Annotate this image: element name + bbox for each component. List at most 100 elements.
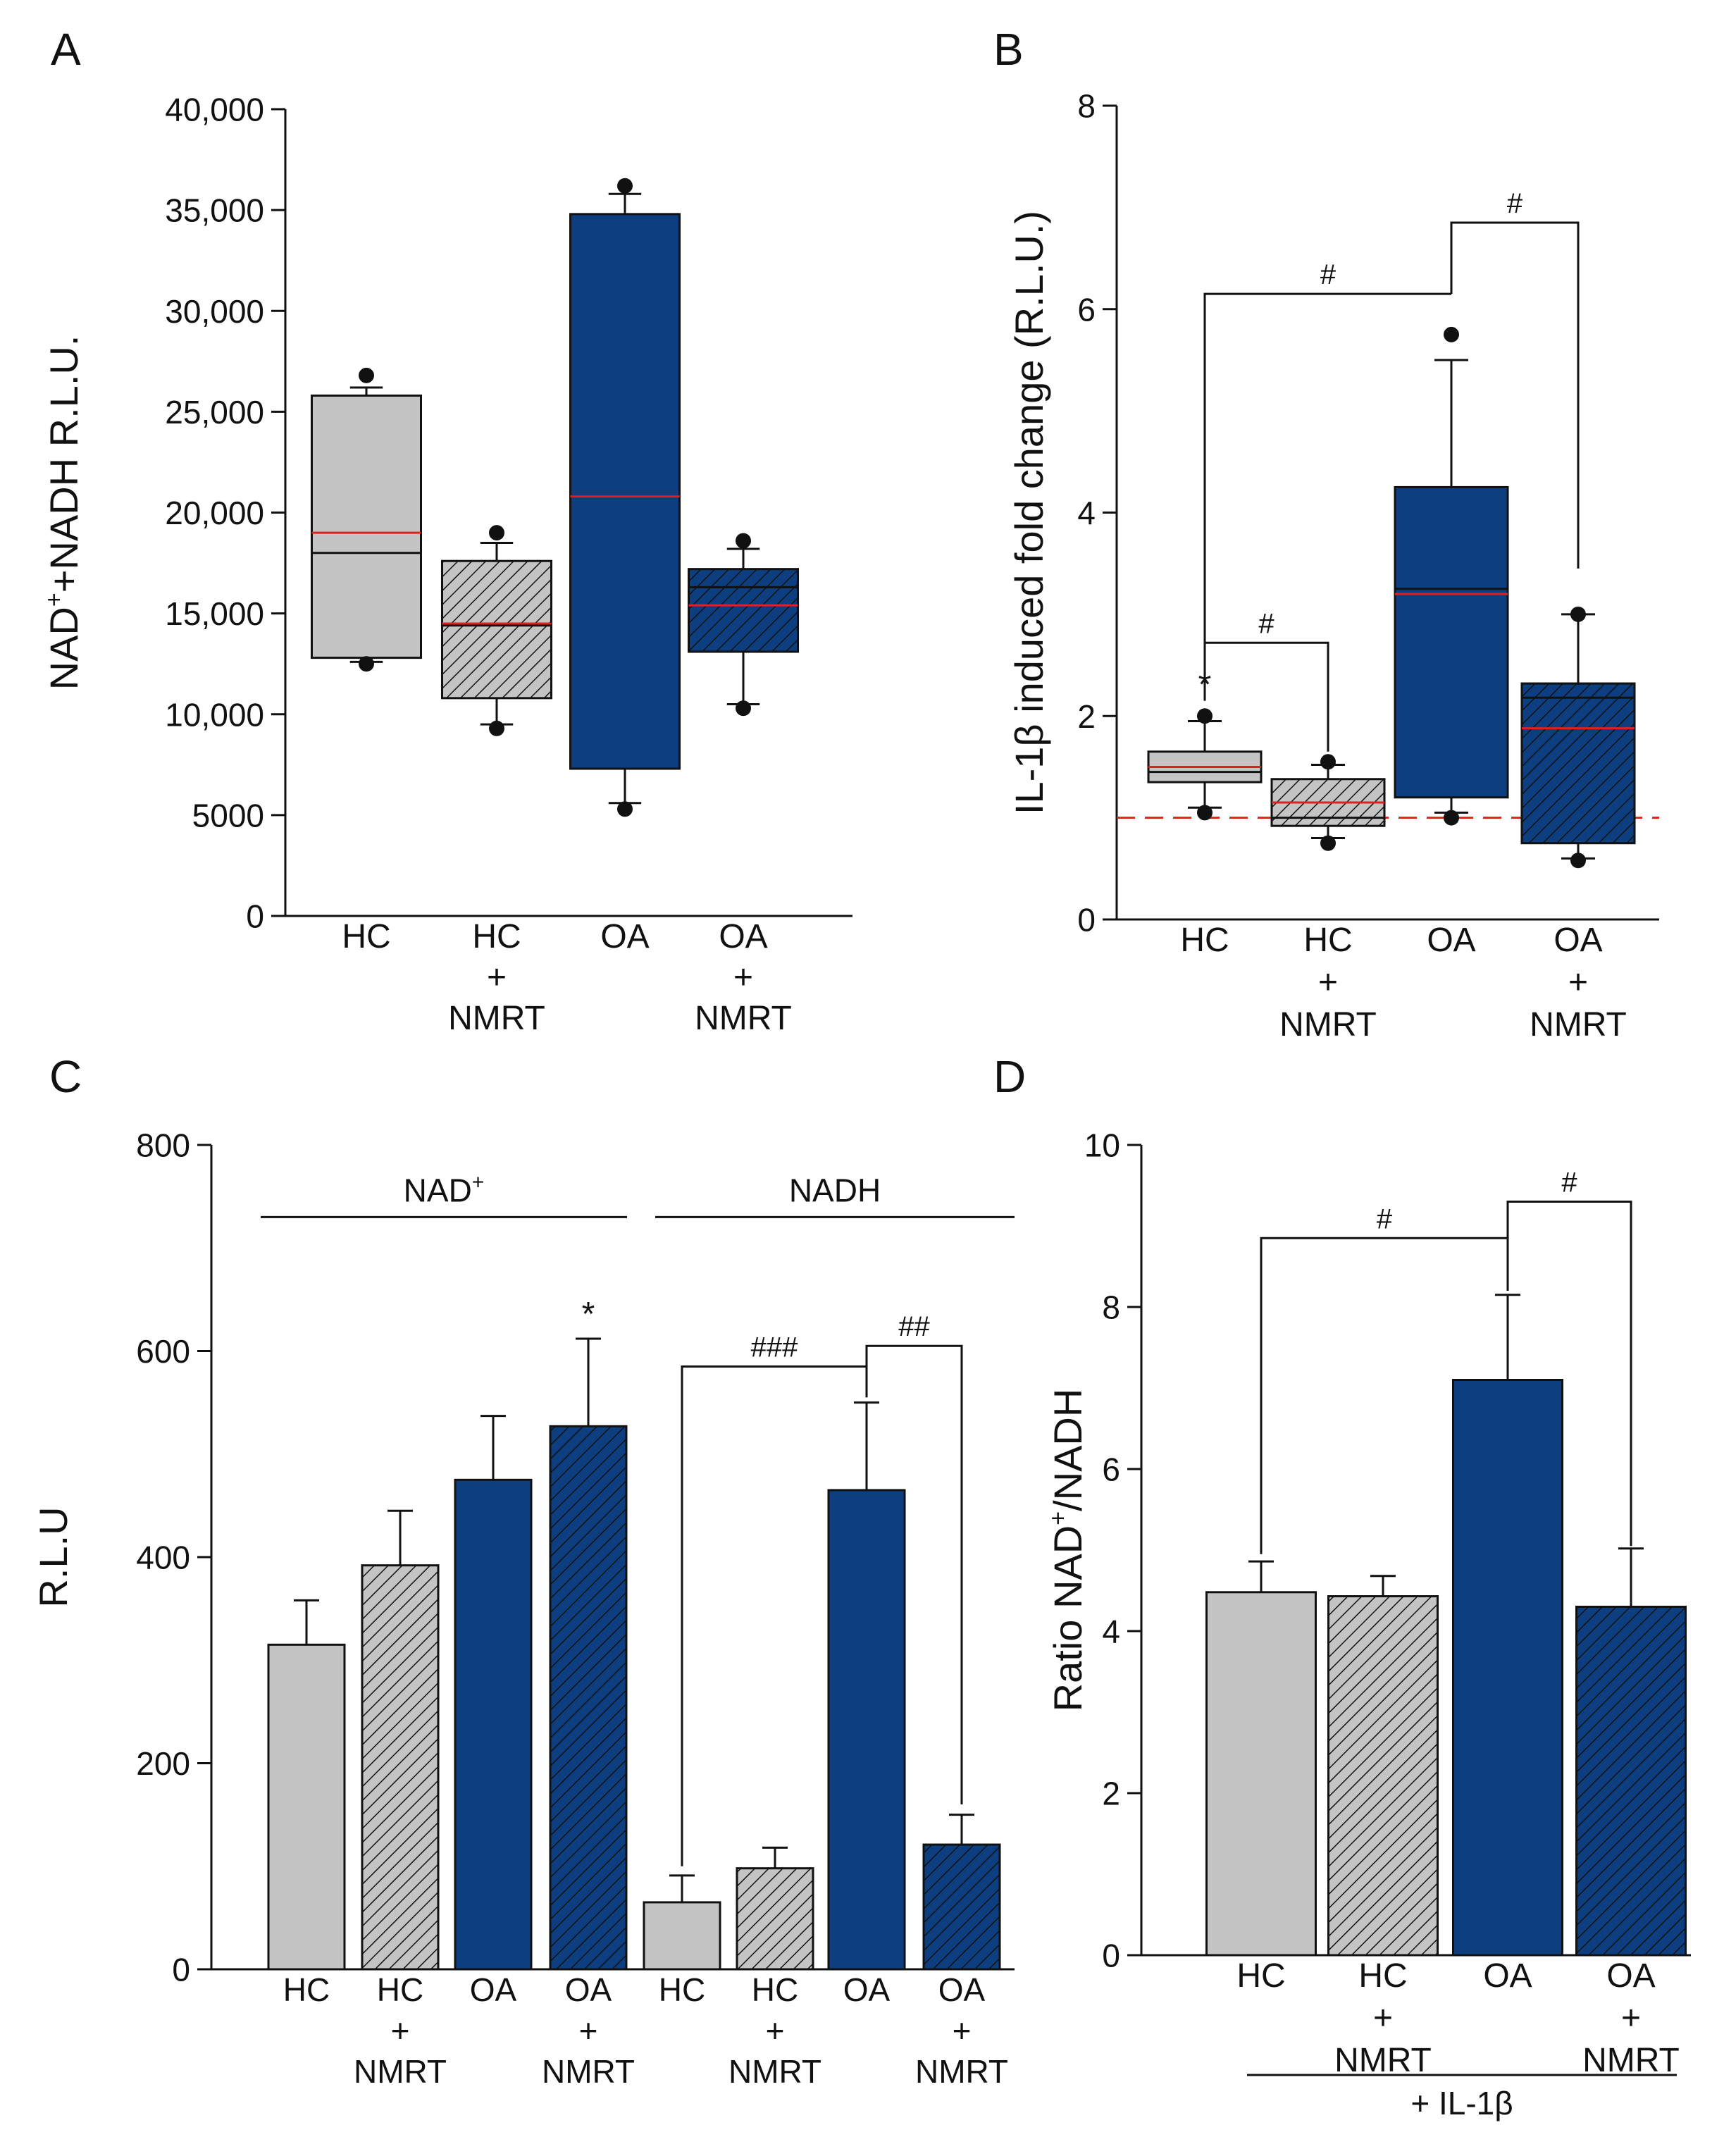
bar <box>362 1566 438 1969</box>
panel-c-bar-chart: C 0 200 400 600 800 R.L.U HC HC + NMRT OA OA + NMRT HC H… <box>31 1051 1015 2090</box>
outlier-point <box>489 525 504 540</box>
x-tick-label: + <box>1621 2000 1641 2037</box>
bar <box>644 1902 720 1969</box>
outlier-point <box>736 533 751 549</box>
x-tick-label: HC <box>377 1971 423 2008</box>
outlier-point <box>617 178 633 194</box>
x-tick-label: + <box>1568 964 1588 1001</box>
box <box>571 214 680 769</box>
y-tick-label: 0 <box>1102 1938 1120 1974</box>
y-tick-label: 20,000 <box>165 495 264 531</box>
outlier-point <box>1197 805 1213 820</box>
y-tick-label: 400 <box>136 1539 190 1576</box>
y-tick-label: 800 <box>136 1127 190 1164</box>
x-tick-label: + <box>1373 2000 1393 2037</box>
y-tick-label: 25,000 <box>165 394 264 430</box>
group-label-part: NADH <box>789 1172 881 1208</box>
y-axis-label-part: + <box>1045 1511 1072 1525</box>
group-label-part: NAD <box>404 1172 472 1208</box>
outlier-point <box>359 656 374 671</box>
significance-label: ## <box>898 1311 930 1342</box>
significance-label: ### <box>751 1332 798 1363</box>
x-tick-label: NMRT <box>915 2053 1008 2090</box>
x-tick-label: + <box>579 2012 598 2049</box>
y-axis-label-part: NAD <box>42 607 86 690</box>
y-tick-label: 8 <box>1102 1289 1120 1326</box>
significance-label: # <box>1561 1167 1577 1198</box>
y-axis-label-part: + <box>41 593 68 607</box>
outlier-point <box>1320 754 1336 769</box>
box <box>689 569 798 652</box>
panel-label: C <box>49 1051 82 1102</box>
bar <box>1453 1380 1563 1956</box>
y-tick-label: 200 <box>136 1745 190 1782</box>
x-tick-label: OA <box>719 918 767 955</box>
y-tick-label: 2 <box>1102 1776 1120 1812</box>
bar <box>1329 1597 1438 1955</box>
group-label: NAD+ <box>404 1170 485 1208</box>
y-tick-label: 30,000 <box>165 293 264 330</box>
bar <box>829 1490 905 1969</box>
x-tick-label: NMRT <box>1279 1006 1377 1043</box>
significance-star: * <box>582 1296 595 1333</box>
figure: A0500010,00015,00020,00025,00030,00035,0… <box>0 0 1724 2156</box>
y-tick-label: 4 <box>1102 1613 1120 1650</box>
y-axis-label: IL-1β induced fold change (R.L.U.) <box>1007 211 1051 814</box>
y-tick-label: 600 <box>136 1333 190 1370</box>
box <box>312 395 421 657</box>
x-tick-label: HC <box>1303 922 1352 959</box>
y-tick-label: 4 <box>1077 495 1096 531</box>
outlier-point <box>736 700 751 716</box>
bar <box>924 1845 1000 1969</box>
x-tick-label: OA <box>565 1971 612 2008</box>
panel-label: D <box>993 1051 1026 1102</box>
y-tick-label: 8 <box>1077 88 1096 125</box>
y-tick-label: 15,000 <box>165 595 264 632</box>
outlier-point <box>1197 708 1213 724</box>
x-tick-label: OA <box>1427 922 1475 959</box>
significance-bracket <box>1205 643 1328 751</box>
outlier-point <box>1570 853 1586 868</box>
x-tick-label: HC <box>342 918 390 955</box>
significance-label: # <box>1507 188 1523 219</box>
y-tick-label: 0 <box>172 1952 190 1988</box>
y-tick-label: 6 <box>1102 1451 1120 1488</box>
y-tick-label: 6 <box>1077 291 1096 328</box>
group-label-part: + <box>472 1170 485 1194</box>
panel-label: A <box>51 24 81 75</box>
x-tick-label: NMRT <box>1334 2042 1432 2079</box>
bar <box>268 1644 345 1969</box>
y-axis-label-part: Ratio NAD <box>1046 1525 1090 1712</box>
y-axis-label-part: +NADH R.L.U. <box>42 335 86 593</box>
bar <box>455 1480 531 1969</box>
x-tick-label: HC <box>1358 1957 1407 1995</box>
y-tick-label: 0 <box>1077 902 1096 938</box>
x-tick-label: OA <box>470 1971 517 2008</box>
x-tick-label: HC <box>752 1971 798 2008</box>
outlier-point <box>1444 810 1459 826</box>
x-tick-label: OA <box>1606 1957 1655 1995</box>
bar <box>1207 1592 1316 1955</box>
significance-label: # <box>1320 259 1337 290</box>
box <box>1522 683 1635 843</box>
x-tick-label: + <box>1318 964 1338 1001</box>
x-tick-label: OA <box>1483 1957 1532 1995</box>
y-axis-label: Ratio NAD+/NADH <box>1045 1389 1090 1712</box>
x-tick-label: HC <box>283 1971 330 2008</box>
y-tick-label: 10,000 <box>165 696 264 733</box>
x-tick-label: HC <box>659 1971 705 2008</box>
x-tick-label: NMRT <box>354 2053 447 2090</box>
outlier-point <box>617 801 633 817</box>
x-tick-label: + <box>766 2012 785 2049</box>
box <box>442 561 552 698</box>
y-axis-label-part: /NADH <box>1046 1389 1090 1511</box>
box <box>1395 487 1508 797</box>
x-tick-label: HC <box>472 918 521 955</box>
group-label: NADH <box>789 1172 881 1208</box>
x-tick-label: HC <box>1236 1957 1285 1995</box>
outlier-point <box>1444 327 1459 342</box>
y-tick-label: 35,000 <box>165 192 264 229</box>
x-tick-label: OA <box>843 1971 891 2008</box>
outlier-point <box>1570 607 1586 622</box>
